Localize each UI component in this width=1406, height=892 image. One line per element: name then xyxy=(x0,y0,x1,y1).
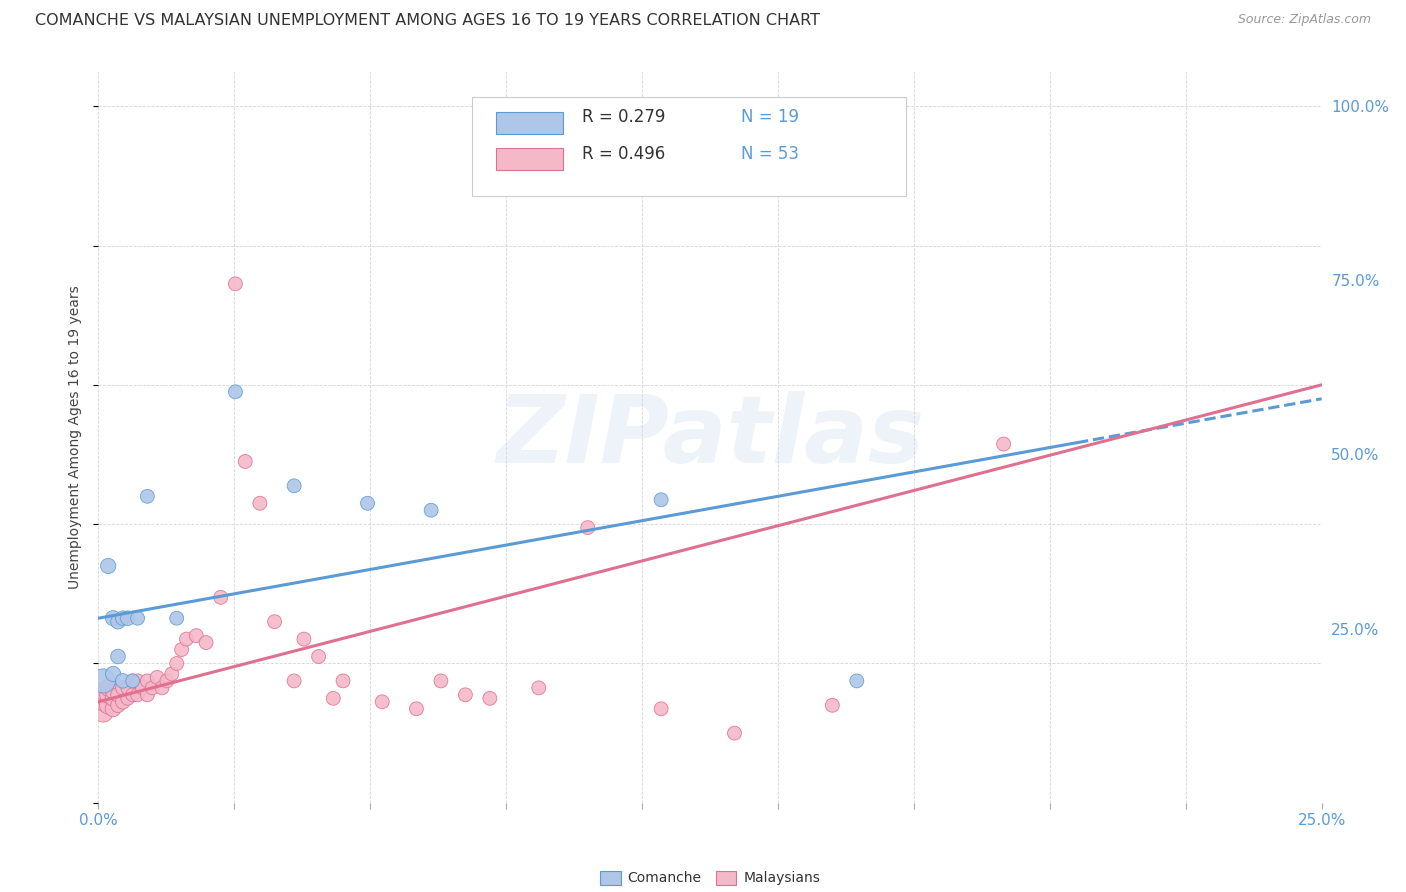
Point xyxy=(166,657,188,671)
Point xyxy=(117,611,139,625)
Point xyxy=(170,642,193,657)
Point xyxy=(127,688,149,702)
Point xyxy=(186,629,208,643)
Text: COMANCHE VS MALAYSIAN UNEMPLOYMENT AMONG AGES 16 TO 19 YEARS CORRELATION CHART: COMANCHE VS MALAYSIAN UNEMPLOYMENT AMONG… xyxy=(35,13,820,29)
Point xyxy=(150,681,173,695)
Point xyxy=(107,698,129,713)
Point xyxy=(176,632,198,646)
Point xyxy=(121,673,143,688)
Text: R = 0.279: R = 0.279 xyxy=(582,109,665,127)
Text: R = 0.496: R = 0.496 xyxy=(582,145,665,163)
Point xyxy=(993,437,1015,451)
Point xyxy=(121,688,143,702)
Y-axis label: Unemployment Among Ages 16 to 19 years: Unemployment Among Ages 16 to 19 years xyxy=(69,285,83,589)
Point xyxy=(527,681,550,695)
Point xyxy=(224,384,246,399)
Point xyxy=(723,726,745,740)
Point xyxy=(430,673,453,688)
Point xyxy=(308,649,330,664)
Point xyxy=(127,673,149,688)
Point xyxy=(160,667,183,681)
Point xyxy=(91,705,114,719)
Point xyxy=(117,691,139,706)
Point xyxy=(263,615,285,629)
Point xyxy=(420,503,443,517)
Point xyxy=(111,681,134,695)
Point xyxy=(136,688,159,702)
Text: N = 19: N = 19 xyxy=(741,109,799,127)
Point xyxy=(821,698,844,713)
Point xyxy=(650,492,672,507)
Point xyxy=(195,635,218,649)
Point xyxy=(233,454,256,468)
Point xyxy=(131,681,153,695)
Point xyxy=(283,673,305,688)
Point xyxy=(322,691,344,706)
Point xyxy=(249,496,271,510)
Point xyxy=(107,649,129,664)
Text: Source: ZipAtlas.com: Source: ZipAtlas.com xyxy=(1237,13,1371,27)
Point xyxy=(478,691,501,706)
Point xyxy=(156,673,179,688)
Point xyxy=(97,681,120,695)
Point xyxy=(101,702,124,716)
Point xyxy=(292,632,315,646)
Point xyxy=(141,681,163,695)
Point xyxy=(101,611,124,625)
Point xyxy=(101,691,124,706)
Point xyxy=(332,673,354,688)
Point xyxy=(101,667,124,681)
Point xyxy=(136,673,159,688)
Point xyxy=(127,611,149,625)
Point xyxy=(405,702,427,716)
Point xyxy=(111,611,134,625)
Point xyxy=(166,611,188,625)
Point xyxy=(356,496,378,510)
Point xyxy=(97,558,120,573)
Point xyxy=(136,489,159,503)
Point xyxy=(121,673,143,688)
Point xyxy=(91,673,114,688)
Point xyxy=(107,615,129,629)
Point xyxy=(845,673,868,688)
FancyBboxPatch shape xyxy=(496,112,564,134)
FancyBboxPatch shape xyxy=(471,97,905,195)
Point xyxy=(117,681,139,695)
Point xyxy=(97,688,120,702)
Point xyxy=(371,695,394,709)
Point xyxy=(224,277,246,291)
Point xyxy=(209,591,232,605)
Point xyxy=(101,684,124,698)
Point xyxy=(576,521,599,535)
Text: ZIPatlas: ZIPatlas xyxy=(496,391,924,483)
Point xyxy=(650,702,672,716)
Point xyxy=(283,479,305,493)
Point xyxy=(97,698,120,713)
Point xyxy=(107,688,129,702)
Point xyxy=(111,695,134,709)
Point xyxy=(91,695,114,709)
FancyBboxPatch shape xyxy=(496,148,564,170)
Point xyxy=(146,670,169,684)
Point xyxy=(111,673,134,688)
Text: N = 53: N = 53 xyxy=(741,145,799,163)
Point xyxy=(454,688,477,702)
Legend: Comanche, Malaysians: Comanche, Malaysians xyxy=(595,865,825,891)
Point xyxy=(91,684,114,698)
